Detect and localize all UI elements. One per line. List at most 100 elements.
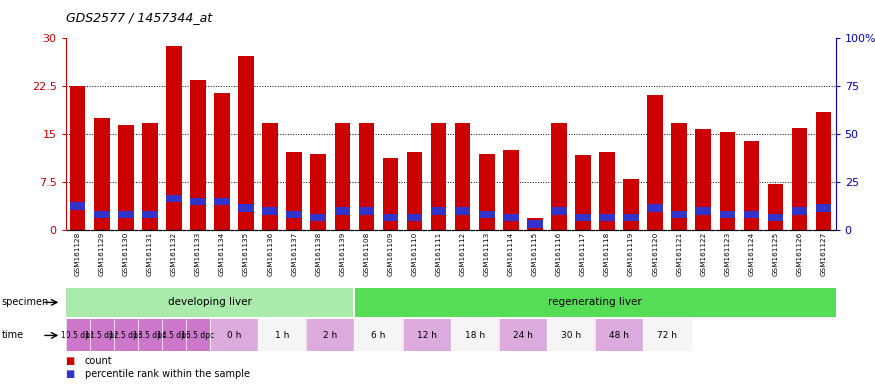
Text: GSM161128: GSM161128 bbox=[74, 232, 80, 276]
Bar bbox=[719, 132, 735, 230]
Bar bbox=[575, 214, 591, 222]
Bar bbox=[166, 46, 182, 230]
Text: GSM161111: GSM161111 bbox=[436, 232, 442, 276]
Text: percentile rank within the sample: percentile rank within the sample bbox=[85, 369, 250, 379]
Bar bbox=[142, 210, 158, 218]
Text: GSM161138: GSM161138 bbox=[315, 232, 321, 276]
Text: GSM161112: GSM161112 bbox=[459, 232, 466, 276]
Text: time: time bbox=[2, 330, 24, 341]
Bar bbox=[354, 319, 402, 351]
Bar bbox=[696, 207, 711, 215]
Bar bbox=[599, 152, 615, 230]
Bar bbox=[311, 154, 326, 230]
Bar bbox=[595, 319, 643, 351]
Bar bbox=[671, 123, 687, 230]
Bar bbox=[430, 123, 446, 230]
Bar bbox=[623, 179, 639, 230]
Bar bbox=[744, 141, 760, 230]
Bar bbox=[551, 207, 567, 215]
Text: ■: ■ bbox=[66, 369, 75, 379]
Bar bbox=[767, 214, 783, 222]
Text: 2 h: 2 h bbox=[323, 331, 338, 340]
Bar bbox=[70, 202, 86, 210]
Bar bbox=[354, 288, 836, 317]
Text: GSM161139: GSM161139 bbox=[340, 232, 346, 276]
Text: GSM161137: GSM161137 bbox=[291, 232, 298, 276]
Bar bbox=[286, 152, 302, 230]
Bar bbox=[696, 129, 711, 230]
Text: 10.5 dpc: 10.5 dpc bbox=[61, 331, 94, 340]
Text: GSM161120: GSM161120 bbox=[652, 232, 658, 276]
Bar bbox=[816, 204, 831, 212]
Text: developing liver: developing liver bbox=[168, 297, 252, 308]
Text: GSM161114: GSM161114 bbox=[507, 232, 514, 276]
Bar bbox=[767, 184, 783, 230]
Text: GSM161121: GSM161121 bbox=[676, 232, 682, 276]
Bar bbox=[792, 128, 808, 230]
Bar bbox=[166, 195, 182, 202]
Text: GSM161126: GSM161126 bbox=[796, 232, 802, 276]
Bar bbox=[66, 288, 354, 317]
Bar bbox=[190, 198, 206, 205]
Bar bbox=[359, 123, 374, 230]
Bar bbox=[719, 210, 735, 218]
Text: GSM161136: GSM161136 bbox=[267, 232, 273, 276]
Bar bbox=[623, 214, 639, 222]
Bar bbox=[210, 319, 258, 351]
Bar bbox=[238, 56, 254, 230]
Bar bbox=[503, 214, 519, 222]
Text: GSM161125: GSM161125 bbox=[773, 232, 779, 276]
Text: GSM161122: GSM161122 bbox=[700, 232, 706, 276]
Bar bbox=[407, 152, 423, 230]
Bar bbox=[382, 214, 398, 222]
Bar bbox=[66, 319, 90, 351]
Bar bbox=[499, 319, 547, 351]
Bar bbox=[306, 319, 354, 351]
Bar bbox=[527, 218, 542, 230]
Bar bbox=[527, 220, 542, 228]
Text: GDS2577 / 1457344_at: GDS2577 / 1457344_at bbox=[66, 12, 212, 25]
Bar bbox=[162, 319, 186, 351]
Bar bbox=[792, 207, 808, 215]
Bar bbox=[451, 319, 499, 351]
Text: GSM161118: GSM161118 bbox=[604, 232, 610, 276]
Text: 12 h: 12 h bbox=[416, 331, 437, 340]
Bar bbox=[455, 123, 471, 230]
Text: GSM161110: GSM161110 bbox=[411, 232, 417, 276]
Text: GSM161108: GSM161108 bbox=[363, 232, 369, 276]
Text: 72 h: 72 h bbox=[657, 331, 677, 340]
Bar bbox=[643, 319, 691, 351]
Text: specimen: specimen bbox=[2, 297, 49, 308]
Bar bbox=[118, 210, 134, 218]
Text: 16.5 dpc: 16.5 dpc bbox=[181, 331, 214, 340]
Bar bbox=[551, 123, 567, 230]
Text: 24 h: 24 h bbox=[513, 331, 533, 340]
Text: GSM161117: GSM161117 bbox=[580, 232, 586, 276]
Text: count: count bbox=[85, 356, 113, 366]
Text: GSM161127: GSM161127 bbox=[821, 232, 827, 276]
Text: GSM161132: GSM161132 bbox=[171, 232, 177, 276]
Text: GSM161113: GSM161113 bbox=[484, 232, 490, 276]
Bar bbox=[142, 123, 158, 230]
Bar bbox=[311, 214, 326, 222]
Bar bbox=[118, 125, 134, 230]
Text: 6 h: 6 h bbox=[371, 331, 386, 340]
Text: GSM161115: GSM161115 bbox=[532, 232, 538, 276]
Bar bbox=[214, 93, 230, 230]
Bar bbox=[186, 319, 210, 351]
Text: GSM161135: GSM161135 bbox=[243, 232, 249, 276]
Text: 48 h: 48 h bbox=[609, 331, 629, 340]
Text: 0 h: 0 h bbox=[227, 331, 242, 340]
Bar bbox=[94, 118, 109, 230]
Bar bbox=[258, 319, 306, 351]
Bar bbox=[262, 123, 278, 230]
Text: 18 h: 18 h bbox=[465, 331, 485, 340]
Bar bbox=[90, 319, 114, 351]
Text: GSM161133: GSM161133 bbox=[195, 232, 201, 276]
Bar bbox=[334, 207, 350, 215]
Text: GSM161129: GSM161129 bbox=[99, 232, 105, 276]
Text: GSM161124: GSM161124 bbox=[748, 232, 754, 276]
Bar bbox=[671, 210, 687, 218]
Text: GSM161123: GSM161123 bbox=[724, 232, 731, 276]
Text: regenerating liver: regenerating liver bbox=[548, 297, 642, 308]
